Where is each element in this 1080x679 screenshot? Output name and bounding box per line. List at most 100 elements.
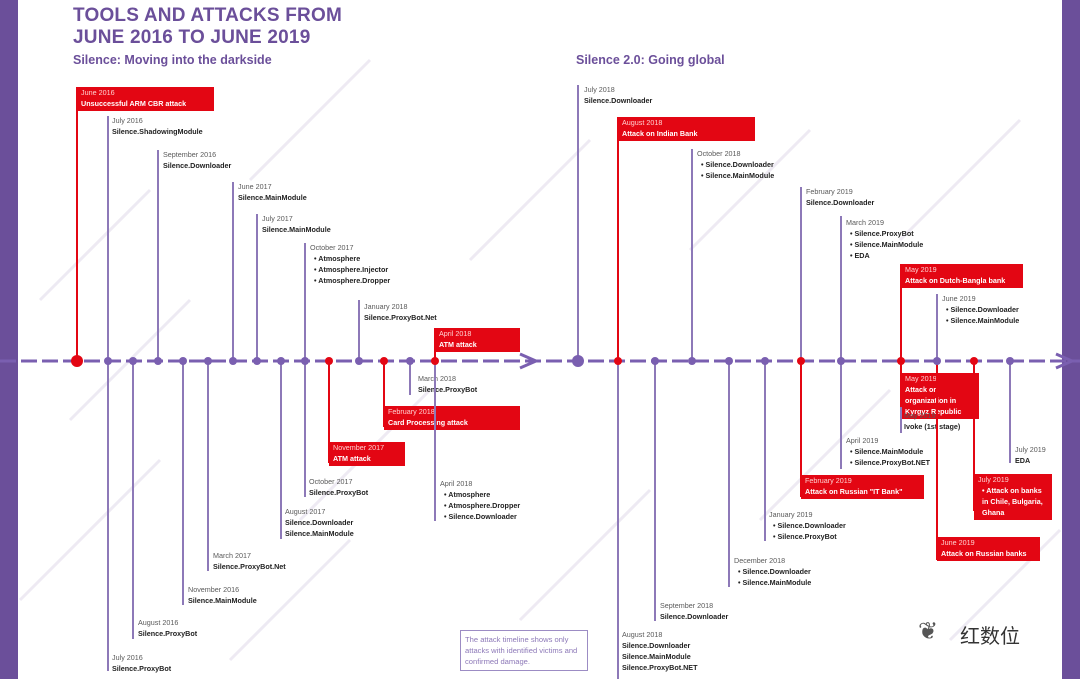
event-item: EDA — [1015, 456, 1031, 465]
event-4: September 2016 Silence.Downloader — [163, 150, 231, 171]
event-item: Silence.MainModule — [188, 596, 257, 605]
event-item: • Silence.Downloader — [738, 567, 811, 576]
node-aug-2018 — [614, 357, 622, 365]
event-date: November 2017 — [333, 443, 385, 452]
connector-21 — [654, 361, 656, 621]
event-item: • Silence.ProxyBot — [773, 532, 837, 541]
connector-26 — [800, 361, 802, 497]
connector-35 — [973, 361, 975, 511]
event-date: January 2018 — [364, 302, 408, 311]
node-may-2019 — [897, 357, 905, 365]
event-item: • Silence.MainModule — [701, 171, 775, 180]
connector-19 — [617, 117, 619, 361]
connector-13 — [358, 300, 360, 361]
connector-24 — [764, 361, 766, 541]
node-nov-2017 — [325, 357, 333, 365]
event-item: Silence.MainModule — [262, 225, 331, 234]
node-mar-2018 — [406, 357, 414, 365]
event-29: May 2019 Attack on Dutch-Bangla bank — [901, 264, 1023, 288]
event-item: Silence.ProxyBot.NET — [622, 663, 698, 672]
node-nov-2016 — [179, 357, 187, 365]
event-date: June 2019 — [941, 538, 975, 547]
node-aug-2017 — [277, 357, 285, 365]
node-oct-2017 — [301, 357, 309, 365]
event-date: September 2016 — [163, 150, 217, 159]
event-item: Silence.Downloader — [584, 96, 653, 105]
connector-23 — [728, 361, 730, 587]
right-accent-bar — [1062, 0, 1080, 679]
connector-34 — [1009, 361, 1011, 463]
event-item: • Atmosphere — [444, 490, 491, 499]
event-date: July 2017 — [262, 214, 293, 223]
node-jul-2017 — [253, 357, 261, 365]
event-item: Silence.Downloader — [285, 518, 354, 527]
event-10: October 2017 • Atmosphere • Atmosphere.I… — [310, 243, 390, 286]
event-date: February 2019 — [805, 476, 852, 485]
event-date: May 2019 — [904, 411, 936, 420]
event-21: September 2018 Silence.Downloader — [660, 601, 728, 622]
connector-8 — [256, 214, 258, 361]
event-16: April 2018 ATM attack — [435, 328, 520, 352]
connector-18 — [577, 85, 579, 361]
event-item: Unsuccessful ARM CBR attack — [81, 99, 187, 108]
event-item: Card Processing attack — [388, 418, 468, 427]
event-date: October 2017 — [310, 243, 354, 252]
event-item: • Silence.Downloader — [444, 512, 517, 521]
event-13: January 2018 Silence.ProxyBot.Net — [364, 302, 437, 323]
event-item: Silence.Downloader — [806, 198, 875, 207]
event-item: Silence.MainModule — [285, 529, 354, 538]
connector-14 — [383, 361, 385, 427]
connector-5 — [182, 361, 184, 605]
event-date: March 2018 — [418, 374, 456, 383]
node-jul-2018 — [572, 355, 584, 367]
connector-15 — [409, 361, 411, 395]
connector-33 — [936, 361, 938, 560]
event-item: • Atmosphere — [314, 254, 361, 263]
wechat-watermark: ❦ 红数位 — [918, 615, 1048, 649]
event-item: • Silence.MainModule — [850, 447, 924, 456]
connector-7 — [232, 182, 234, 361]
connector-3 — [132, 361, 134, 639]
title-line-2: JUNE 2016 TO JUNE 2019 — [73, 27, 311, 48]
event-11: October 2017 Silence.ProxyBot — [309, 477, 368, 498]
event-6: March 2017 Silence.ProxyBot.Net — [213, 551, 286, 572]
event-date: June 2019 — [942, 294, 976, 303]
event-24: January 2019 • Silence.Downloader • Sile… — [769, 510, 846, 542]
connector-17 — [434, 361, 436, 521]
event-date: June 2016 — [81, 88, 115, 97]
event-date: July 2019 — [1015, 445, 1046, 454]
node-dec-2018 — [725, 357, 733, 365]
event-34: July 2019 EDA — [1015, 445, 1046, 466]
connector-29 — [900, 264, 902, 361]
event-item: • Silence.MainModule — [738, 578, 812, 587]
event-date: August 2017 — [285, 507, 326, 516]
event-item: Silence.MainModule — [238, 193, 307, 202]
event-30: May 2019 Attack on organization in Kyrgy… — [901, 373, 979, 419]
event-item: Attack on organization in Kyrgyz Republi… — [905, 385, 962, 416]
event-5: November 2016 Silence.MainModule — [188, 585, 257, 606]
event-item: ATM attack — [333, 454, 371, 463]
connector-0 — [76, 87, 78, 361]
event-date: April 2018 — [440, 479, 473, 488]
section-heading-left: Silence: Moving into the darkside — [73, 53, 272, 67]
connector-12 — [328, 361, 330, 463]
node-oct-2018 — [688, 357, 696, 365]
event-14: February 2018 Card Processing attack — [384, 406, 520, 430]
section-heading-right: Silence 2.0: Going global — [576, 53, 725, 67]
event-item: Silence.ProxyBot.Net — [364, 313, 437, 322]
event-item: Attack on Indian Bank — [622, 129, 698, 138]
event-item: Silence.Downloader — [660, 612, 729, 621]
event-item: • Silence.MainModule — [850, 240, 924, 249]
node-feb-2018 — [380, 357, 388, 365]
event-date: July 2016 — [112, 653, 143, 662]
event-item: Silence.Downloader — [163, 161, 232, 170]
event-19: August 2018 Attack on Indian Bank — [618, 117, 755, 141]
event-35: July 2019 • Attack on banks in Chile, Bu… — [974, 474, 1052, 520]
event-date: May 2019 — [905, 265, 937, 274]
event-item: Silence.ProxyBot.Net — [213, 562, 286, 571]
event-date: May 2019 — [905, 374, 937, 383]
connector-9 — [280, 361, 282, 539]
event-26: February 2019 Attack on Russian "IT Bank… — [801, 475, 924, 499]
